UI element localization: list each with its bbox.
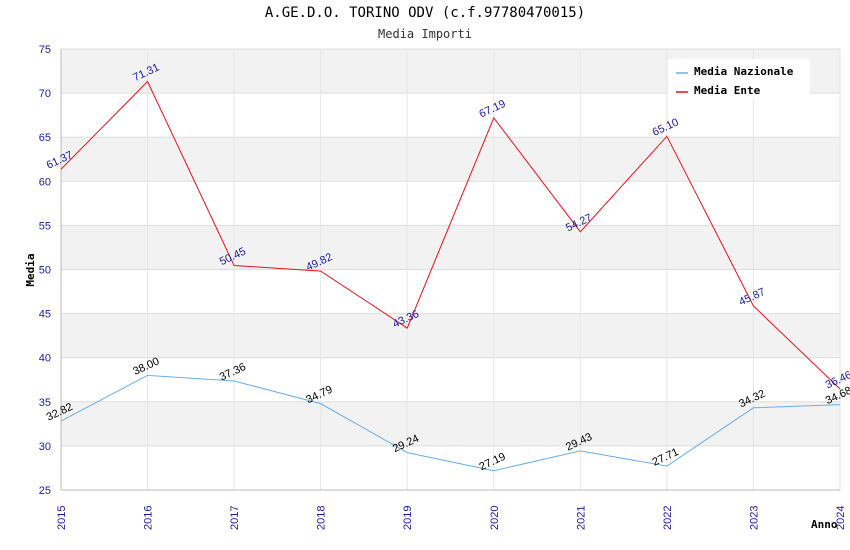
grid-band bbox=[61, 181, 840, 226]
grid-band bbox=[61, 313, 840, 358]
series-line-media-ente bbox=[60, 80, 841, 390]
x-tick-label: 2024 bbox=[835, 506, 847, 530]
x-tick-label: 2019 bbox=[402, 506, 414, 530]
series-lines bbox=[60, 80, 841, 472]
grid-bands bbox=[61, 49, 840, 490]
x-tick-label: 2021 bbox=[575, 506, 587, 530]
x-tick-label: 2017 bbox=[229, 506, 241, 530]
y-tick-label: 55 bbox=[39, 220, 51, 232]
x-tick-label: 2022 bbox=[662, 506, 674, 530]
grid-band bbox=[61, 357, 840, 402]
x-axis-label: Anno bbox=[811, 518, 838, 531]
y-axis-label: Media bbox=[24, 253, 37, 286]
chart-subtitle: Media Importi bbox=[378, 27, 472, 41]
y-tick-label: 75 bbox=[39, 44, 51, 56]
y-tick-label: 65 bbox=[39, 132, 51, 144]
y-tick-label: 60 bbox=[39, 176, 51, 188]
grid-band bbox=[61, 137, 840, 182]
y-tick-labels: 25 30 35 40 45 50 55 60 65 70 75 bbox=[39, 44, 51, 497]
legend-label-media-nazionale: Media Nazionale bbox=[694, 65, 794, 78]
y-tick-label: 45 bbox=[39, 309, 51, 321]
chart-title: A.GE.D.O. TORINO ODV (c.f.97780470015) bbox=[264, 5, 586, 21]
legend: Media Nazionale Media Ente bbox=[668, 59, 810, 98]
grid-band bbox=[61, 445, 840, 490]
x-tick-label: 2023 bbox=[748, 506, 760, 530]
series-line-media-nazionale bbox=[60, 374, 841, 472]
x-tick-label: 2016 bbox=[143, 506, 155, 530]
y-tick-label: 25 bbox=[39, 485, 51, 497]
legend-box bbox=[668, 59, 810, 98]
y-tick-label: 70 bbox=[39, 88, 51, 100]
x-tick-label: 2018 bbox=[316, 506, 328, 530]
axes bbox=[60, 49, 840, 491]
grid-band bbox=[61, 269, 840, 314]
y-tick-label: 30 bbox=[39, 441, 51, 453]
y-tick-label: 35 bbox=[39, 397, 51, 409]
grid-band bbox=[61, 225, 840, 270]
grid-band bbox=[61, 93, 840, 138]
grid-band bbox=[61, 401, 840, 446]
y-tick-label: 50 bbox=[39, 265, 51, 277]
legend-label-media-ente: Media Ente bbox=[694, 84, 761, 97]
x-tick-label: 2020 bbox=[489, 506, 501, 530]
x-tick-labels: 2015 2016 2017 2018 2019 2020 2021 2022 2023 2024 bbox=[56, 506, 847, 530]
y-tick-label: 40 bbox=[39, 353, 51, 365]
x-tick-label: 2015 bbox=[56, 506, 68, 530]
